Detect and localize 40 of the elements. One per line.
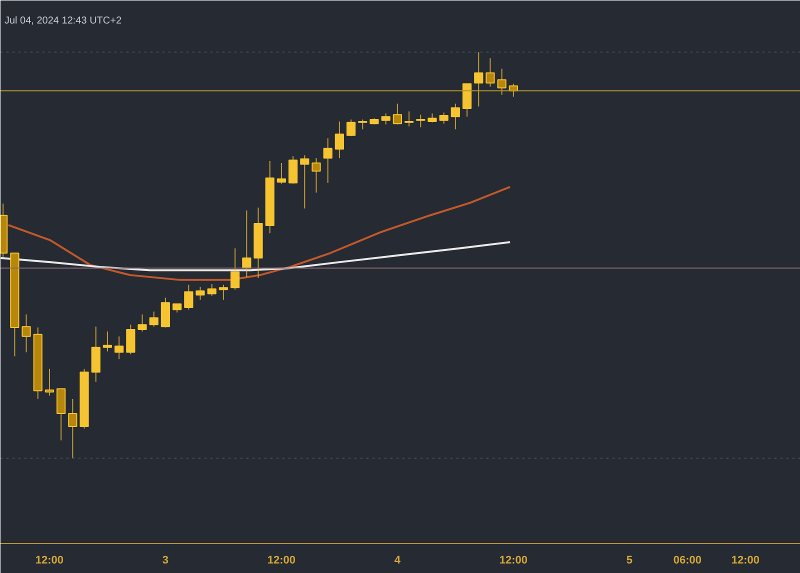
candlestick: [149, 311, 158, 328]
candlestick: [346, 119, 356, 137]
candlestick: [114, 336, 124, 360]
candlestick: [102, 331, 112, 352]
candlestick: [207, 284, 216, 296]
candlestick: [126, 324, 136, 355]
candlestick: [323, 138, 332, 184]
candlestick: [22, 314, 31, 353]
candlestick: [312, 158, 321, 194]
x-tick-label: 12:00: [499, 554, 528, 566]
x-tick-label: 12:00: [35, 554, 64, 566]
candlestick: [218, 284, 228, 300]
candlestick: [288, 156, 298, 184]
x-tick-label: 06:00: [673, 554, 702, 566]
text: Jul 04, 2024 12:43 UTC+2: [4, 16, 122, 26]
x-tick-label: 5: [626, 554, 632, 566]
candlestick: [68, 398, 78, 459]
candlestick: [416, 114, 426, 128]
x-tick-label: 12:00: [731, 554, 760, 566]
candlestick: [196, 286, 205, 300]
x-tick-label: 3: [162, 554, 169, 566]
candlestick: [276, 162, 286, 184]
candlestick: [160, 297, 170, 328]
candlestick: [358, 119, 368, 130]
candlestick: [392, 103, 402, 125]
candlestick: [300, 154, 310, 209]
candlestick: [404, 110, 414, 127]
candlestick: [439, 112, 448, 124]
x-tick-label: 4: [394, 554, 402, 566]
candlestick: [474, 52, 484, 108]
x-tick-label: 12:00: [267, 554, 296, 566]
candlestick: [486, 58, 495, 88]
candlestick: [450, 103, 460, 130]
candlestick: [381, 112, 390, 125]
candlestick: [334, 121, 344, 159]
candlestick: [44, 368, 54, 396]
candlestick: [497, 68, 506, 96]
candlestick: [184, 284, 194, 310]
candlestick: [230, 248, 240, 290]
candlestick: [138, 314, 147, 332]
